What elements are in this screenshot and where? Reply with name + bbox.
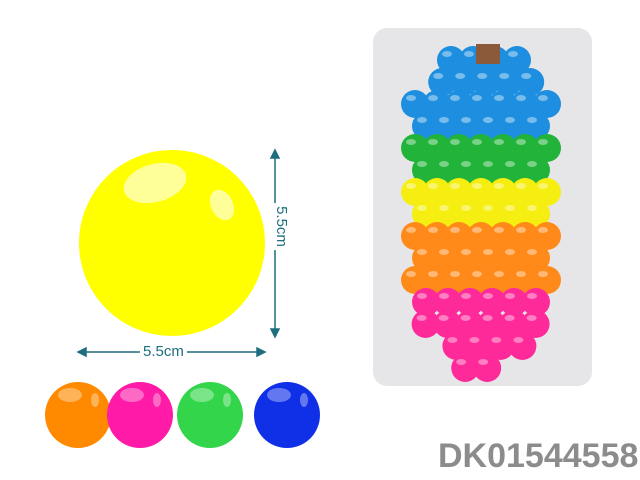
package-ball bbox=[489, 178, 517, 206]
package-ball bbox=[423, 90, 451, 118]
color-option-ball bbox=[45, 382, 111, 448]
package-ball bbox=[500, 156, 528, 184]
package-ball bbox=[477, 310, 506, 338]
package-ball bbox=[503, 46, 531, 74]
package-ball bbox=[456, 288, 484, 316]
package-ball bbox=[467, 90, 495, 118]
package-ball bbox=[445, 222, 473, 250]
package-ball bbox=[511, 90, 539, 118]
package-ball bbox=[423, 134, 451, 162]
package-ball bbox=[450, 68, 479, 96]
package-ball bbox=[522, 156, 550, 184]
package-ball bbox=[499, 310, 528, 338]
package-ball bbox=[467, 222, 495, 250]
package-ball bbox=[412, 156, 440, 184]
package-ball bbox=[522, 112, 550, 140]
package-ball bbox=[401, 178, 429, 206]
package-ball bbox=[445, 90, 473, 118]
package-ball bbox=[433, 310, 462, 338]
package-ball bbox=[401, 134, 429, 162]
package-ball bbox=[434, 244, 462, 272]
package-ball bbox=[445, 178, 473, 206]
package-ball bbox=[500, 288, 528, 316]
color-option-ball bbox=[107, 382, 173, 448]
package-ball bbox=[500, 112, 528, 140]
package-ball bbox=[412, 112, 440, 140]
package-ball bbox=[445, 134, 473, 162]
package-ball bbox=[522, 200, 550, 228]
package-ball bbox=[521, 310, 550, 338]
package-ball bbox=[511, 134, 539, 162]
package-ball bbox=[456, 244, 484, 272]
package-ball bbox=[489, 222, 517, 250]
package-ball bbox=[423, 178, 451, 206]
width-label: 5.5cm bbox=[140, 343, 187, 360]
package-ball bbox=[489, 90, 517, 118]
package-ball bbox=[533, 90, 561, 118]
package-ball bbox=[401, 222, 429, 250]
package-ball bbox=[451, 354, 480, 382]
package-ball bbox=[478, 156, 506, 184]
package-ball bbox=[464, 332, 493, 360]
package-ball bbox=[494, 68, 523, 96]
package-ball bbox=[478, 112, 506, 140]
package-ball bbox=[467, 178, 495, 206]
color-option-ball bbox=[254, 382, 320, 448]
package-ball bbox=[434, 156, 462, 184]
package-ball bbox=[478, 288, 506, 316]
package-ball bbox=[411, 310, 440, 338]
package-ball bbox=[500, 244, 528, 272]
package-ball bbox=[434, 200, 462, 228]
package-ball bbox=[533, 134, 561, 162]
package-ball bbox=[533, 222, 561, 250]
package-ball bbox=[445, 266, 473, 294]
package-ball bbox=[456, 200, 484, 228]
package-ball bbox=[401, 90, 429, 118]
package-ball bbox=[437, 46, 465, 74]
package-ball bbox=[401, 266, 429, 294]
package-ball bbox=[511, 178, 539, 206]
package-ball bbox=[486, 332, 515, 360]
package-ball bbox=[522, 288, 550, 316]
package-ball bbox=[478, 244, 506, 272]
package-ball bbox=[428, 68, 457, 96]
package-ball bbox=[511, 266, 539, 294]
package-ball bbox=[412, 288, 440, 316]
package-ball bbox=[478, 200, 506, 228]
package-ball bbox=[533, 266, 561, 294]
package-ball bbox=[533, 178, 561, 206]
package-ball bbox=[412, 200, 440, 228]
height-label: 5.5cm bbox=[272, 203, 290, 250]
package-ball bbox=[511, 222, 539, 250]
package-label bbox=[476, 44, 500, 64]
package-ball bbox=[500, 200, 528, 228]
package-photo bbox=[373, 28, 592, 386]
package-ball bbox=[489, 134, 517, 162]
package-ball bbox=[434, 112, 462, 140]
package-ball bbox=[456, 112, 484, 140]
package-ball bbox=[442, 332, 471, 360]
package-ball bbox=[455, 310, 484, 338]
package-ball bbox=[456, 156, 484, 184]
package-ball bbox=[489, 266, 517, 294]
package-ball bbox=[423, 222, 451, 250]
package-ball bbox=[516, 68, 545, 96]
package-ball bbox=[472, 68, 501, 96]
package-ball bbox=[467, 266, 495, 294]
package-ball bbox=[412, 244, 440, 272]
package-ball bbox=[467, 134, 495, 162]
package-ball bbox=[423, 266, 451, 294]
product-code: DK01544558 bbox=[438, 437, 639, 475]
main-ball bbox=[79, 150, 265, 336]
package-ball bbox=[522, 244, 550, 272]
package-ball bbox=[473, 354, 502, 382]
package-ball bbox=[434, 288, 462, 316]
color-option-ball bbox=[177, 382, 243, 448]
package-ball bbox=[508, 332, 537, 360]
